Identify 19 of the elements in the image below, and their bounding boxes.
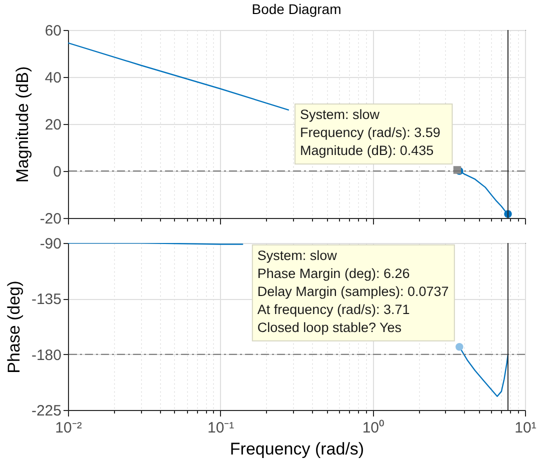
y-tick-label: 60	[44, 22, 62, 40]
y-axis-title: Magnitude (dB)	[12, 66, 32, 183]
y-tick-label: -135	[31, 291, 62, 308]
y-tick-label: -225	[31, 402, 62, 420]
y-tick-label: 20	[44, 116, 62, 134]
annotation: System: slow Phase Margin (deg): 6.26 Delay Margin (samples): 0.0737 At frequency (rad/s): 3.71 Closed loop stable? Yes	[257, 248, 449, 335]
y-axis-title: Phase (deg)	[4, 280, 24, 374]
x-tick-label: 10⁻²	[55, 420, 82, 436]
chart-title: Bode Diagram	[252, 1, 342, 17]
x-tick-label: 10⁻¹	[207, 420, 234, 436]
y-tick-label: -180	[31, 346, 62, 364]
annotation: System: slow Frequency (rad/s): 3.59 Magnitude (dB): 0.435	[300, 106, 440, 158]
y-tick-label: 0	[53, 164, 62, 180]
x-tick-label: 10¹	[514, 420, 536, 436]
y-tick-label: -20	[40, 210, 62, 228]
y-tick-label: -90	[40, 236, 62, 252]
x-tick-label: 10⁰	[362, 420, 384, 436]
y-tick-label: 40	[44, 70, 62, 86]
x-axis-title: Frequency (rad/s)	[230, 440, 364, 458]
